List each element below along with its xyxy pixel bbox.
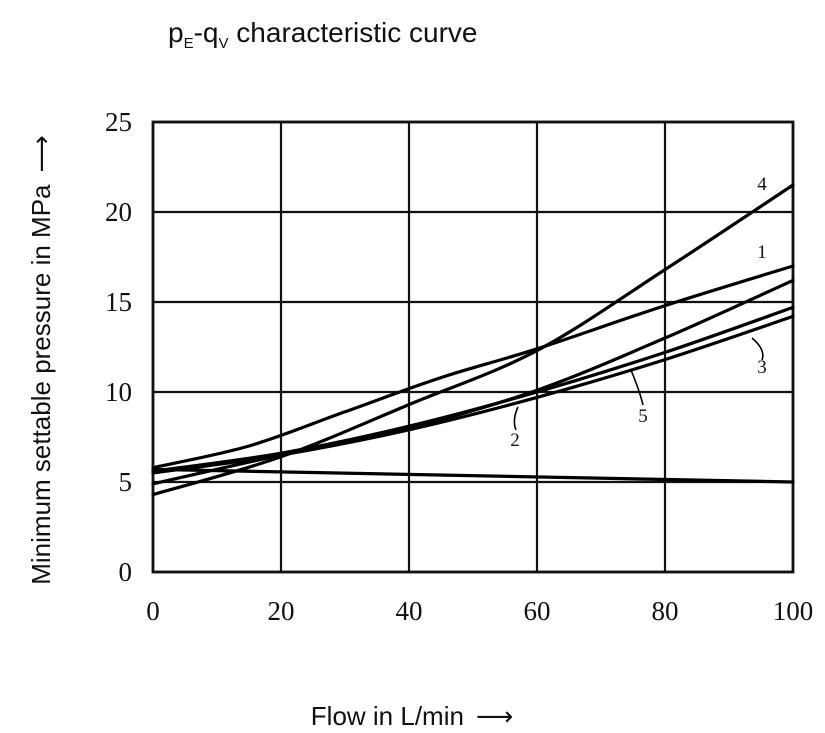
y-tick-label: 10 bbox=[105, 377, 132, 407]
chart-title: pE-qV characteristic curve bbox=[168, 17, 477, 52]
curve-3 bbox=[151, 314, 795, 475]
curve-5 bbox=[151, 305, 795, 473]
y-tick-label: 0 bbox=[119, 557, 133, 587]
x-axis-ticks: 0 20 40 60 80 100 bbox=[146, 596, 813, 626]
x-axis-arrow-icon: ⟶ bbox=[476, 701, 513, 731]
y-axis-arrow-icon: ⟶ bbox=[26, 135, 56, 172]
curve-4 bbox=[151, 183, 795, 497]
curve-2 bbox=[151, 278, 795, 486]
x-tick-label: 40 bbox=[396, 596, 423, 626]
reference-line bbox=[151, 467, 795, 484]
curve-label-leader-5 bbox=[630, 369, 644, 406]
x-tick-label: 20 bbox=[268, 596, 295, 626]
curve-label-1: 1 bbox=[757, 242, 767, 263]
plot-frame bbox=[151, 120, 795, 574]
y-tick-label: 15 bbox=[105, 287, 132, 317]
curve-label-3: 3 bbox=[757, 357, 767, 378]
curve-label-leader-3 bbox=[751, 337, 764, 361]
x-tick-label: 100 bbox=[773, 596, 814, 626]
curve-label-4: 4 bbox=[757, 174, 767, 195]
x-axis-label: Flow in L/min ⟶ bbox=[311, 701, 513, 731]
curve-label-5: 5 bbox=[638, 406, 648, 427]
y-tick-label: 25 bbox=[105, 107, 132, 137]
x-tick-label: 60 bbox=[524, 596, 551, 626]
curve-label-leader-2 bbox=[513, 406, 519, 431]
x-tick-label: 80 bbox=[652, 596, 679, 626]
curve-label-2: 2 bbox=[510, 430, 520, 451]
y-tick-label: 20 bbox=[105, 197, 132, 227]
curve-1 bbox=[151, 264, 795, 470]
curves bbox=[151, 183, 795, 497]
x-tick-label: 0 bbox=[146, 596, 160, 626]
y-tick-label: 5 bbox=[119, 467, 133, 497]
y-axis-ticks: 0 5 10 15 20 25 bbox=[105, 107, 132, 587]
y-axis-label: Minimum settable pressure in MPa⟶ bbox=[26, 135, 56, 585]
curve-labels: 1 2 3 4 5 bbox=[510, 174, 767, 451]
grid bbox=[151, 120, 795, 574]
